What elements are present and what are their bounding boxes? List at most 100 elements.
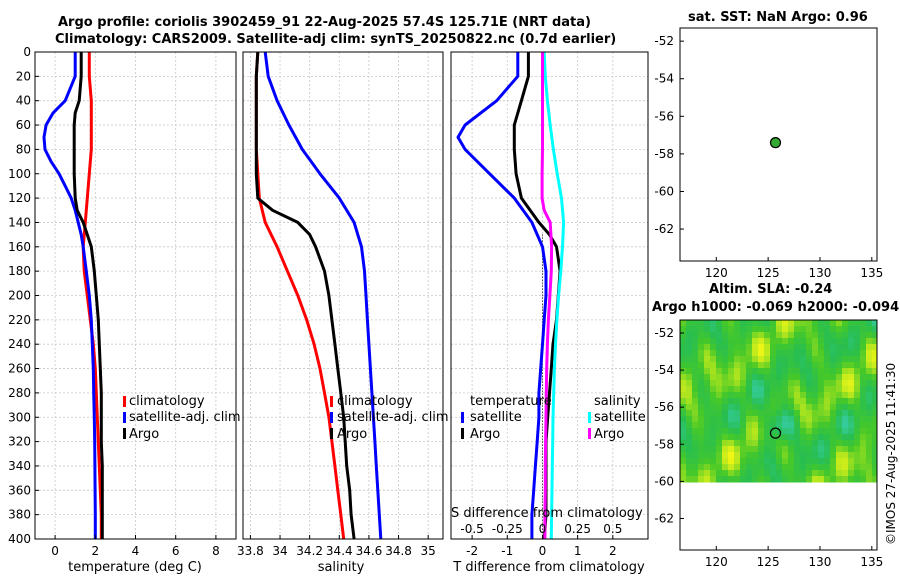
sla-cell [824, 464, 831, 471]
sla-cell [866, 446, 873, 453]
sla-cell [740, 332, 747, 339]
sla-cell [830, 332, 837, 339]
sla-cell [806, 410, 813, 417]
sla-cell [872, 356, 877, 363]
salinity-series [254, 52, 383, 539]
temperature-series [42, 52, 104, 539]
sla-cell [818, 344, 825, 351]
sla-cell [848, 380, 855, 387]
sla-cell [848, 338, 855, 345]
sla-cell [764, 332, 771, 339]
sla-cell [854, 470, 861, 477]
sla-cell [800, 476, 807, 483]
sla-map-title-line1: Altim. SLA: -0.24 [709, 282, 833, 297]
sla-cell [680, 392, 687, 399]
sla-cell [686, 332, 693, 339]
sla-cell [860, 452, 867, 459]
sla-cell [698, 320, 705, 327]
legend-title-temperature: temperature [470, 394, 552, 409]
sla-cell [800, 398, 807, 405]
sla-cell [860, 392, 867, 399]
sla-cell [764, 434, 771, 441]
sla-cell [686, 440, 693, 447]
sla-cell [872, 344, 877, 351]
sla-cell [824, 404, 831, 411]
t-difference-axis-label: T difference from climatology [452, 560, 645, 575]
sla-cell [860, 356, 867, 363]
sla-cell [686, 428, 693, 435]
sla-cell [740, 464, 747, 471]
sla-cell [842, 422, 849, 429]
sla-cell [800, 344, 807, 351]
sla-cell [716, 320, 723, 327]
sla-cell [740, 320, 747, 327]
sla-cell [686, 392, 693, 399]
sla-cell [764, 392, 771, 399]
sla-cell [704, 416, 711, 423]
sla-cell [710, 410, 717, 417]
sla-cell [836, 464, 843, 471]
sla-cell [800, 326, 807, 333]
sla-cell [830, 464, 837, 471]
sla-cell [704, 446, 711, 453]
sla-cell [686, 434, 693, 441]
sla-cell [824, 476, 831, 483]
top-tick-label: -0.5 [460, 522, 483, 536]
sla-cell [770, 338, 777, 345]
sla-cell [704, 452, 711, 459]
sla-cell [830, 344, 837, 351]
sla-cell [782, 350, 789, 357]
sla-cell [866, 374, 873, 381]
sst-map-title: sat. SST: NaN Argo: 0.96 [688, 10, 868, 25]
sla-cell [752, 344, 759, 351]
sla-cell [740, 470, 747, 477]
sla-cell [764, 410, 771, 417]
sla-cell [854, 446, 861, 453]
sla-cell [740, 404, 747, 411]
sla-cell [866, 326, 873, 333]
sla-cell [848, 446, 855, 453]
sla-cell [692, 404, 699, 411]
sla-cell [788, 446, 795, 453]
sla-cell [842, 398, 849, 405]
legend-swatch-climatology [330, 396, 333, 407]
sla-cell [860, 458, 867, 465]
sla-cell [722, 458, 729, 465]
sla-cell [794, 380, 801, 387]
sla-cell [824, 356, 831, 363]
sla-cell [776, 338, 783, 345]
sla-cell [680, 380, 687, 387]
sla-cell [722, 332, 729, 339]
sla-cell [710, 440, 717, 447]
sla-cell [716, 404, 723, 411]
series-line-argo [72, 52, 104, 539]
y-tick-label: 400 [8, 532, 31, 546]
sla-cell [788, 326, 795, 333]
sla-cell [872, 326, 877, 333]
t-difference-axis-ticks: -2 -1 0 1 2 [466, 535, 617, 558]
sla-cell [860, 428, 867, 435]
sla-cell [692, 338, 699, 345]
sla-cell [716, 326, 723, 333]
sla-cell [692, 362, 699, 369]
sla-cell [872, 374, 877, 381]
sla-cell [680, 344, 687, 351]
sla-cell [692, 458, 699, 465]
sla-cell [842, 380, 849, 387]
sla-cell [716, 422, 723, 429]
sla-cell [860, 410, 867, 417]
legend-label-t-argo: Argo [470, 427, 500, 442]
sla-cell [734, 410, 741, 417]
sla-cell [770, 416, 777, 423]
sla-cell [776, 380, 783, 387]
sla-cell [746, 386, 753, 393]
sla-cell [758, 398, 765, 405]
sla-cell [740, 338, 747, 345]
sla-cell [872, 470, 877, 477]
sla-cell [770, 470, 777, 477]
sla-cell [836, 470, 843, 477]
sla-cell [860, 374, 867, 381]
sla-cell [806, 356, 813, 363]
sla-cell [758, 380, 765, 387]
argo-location-marker [769, 427, 782, 439]
